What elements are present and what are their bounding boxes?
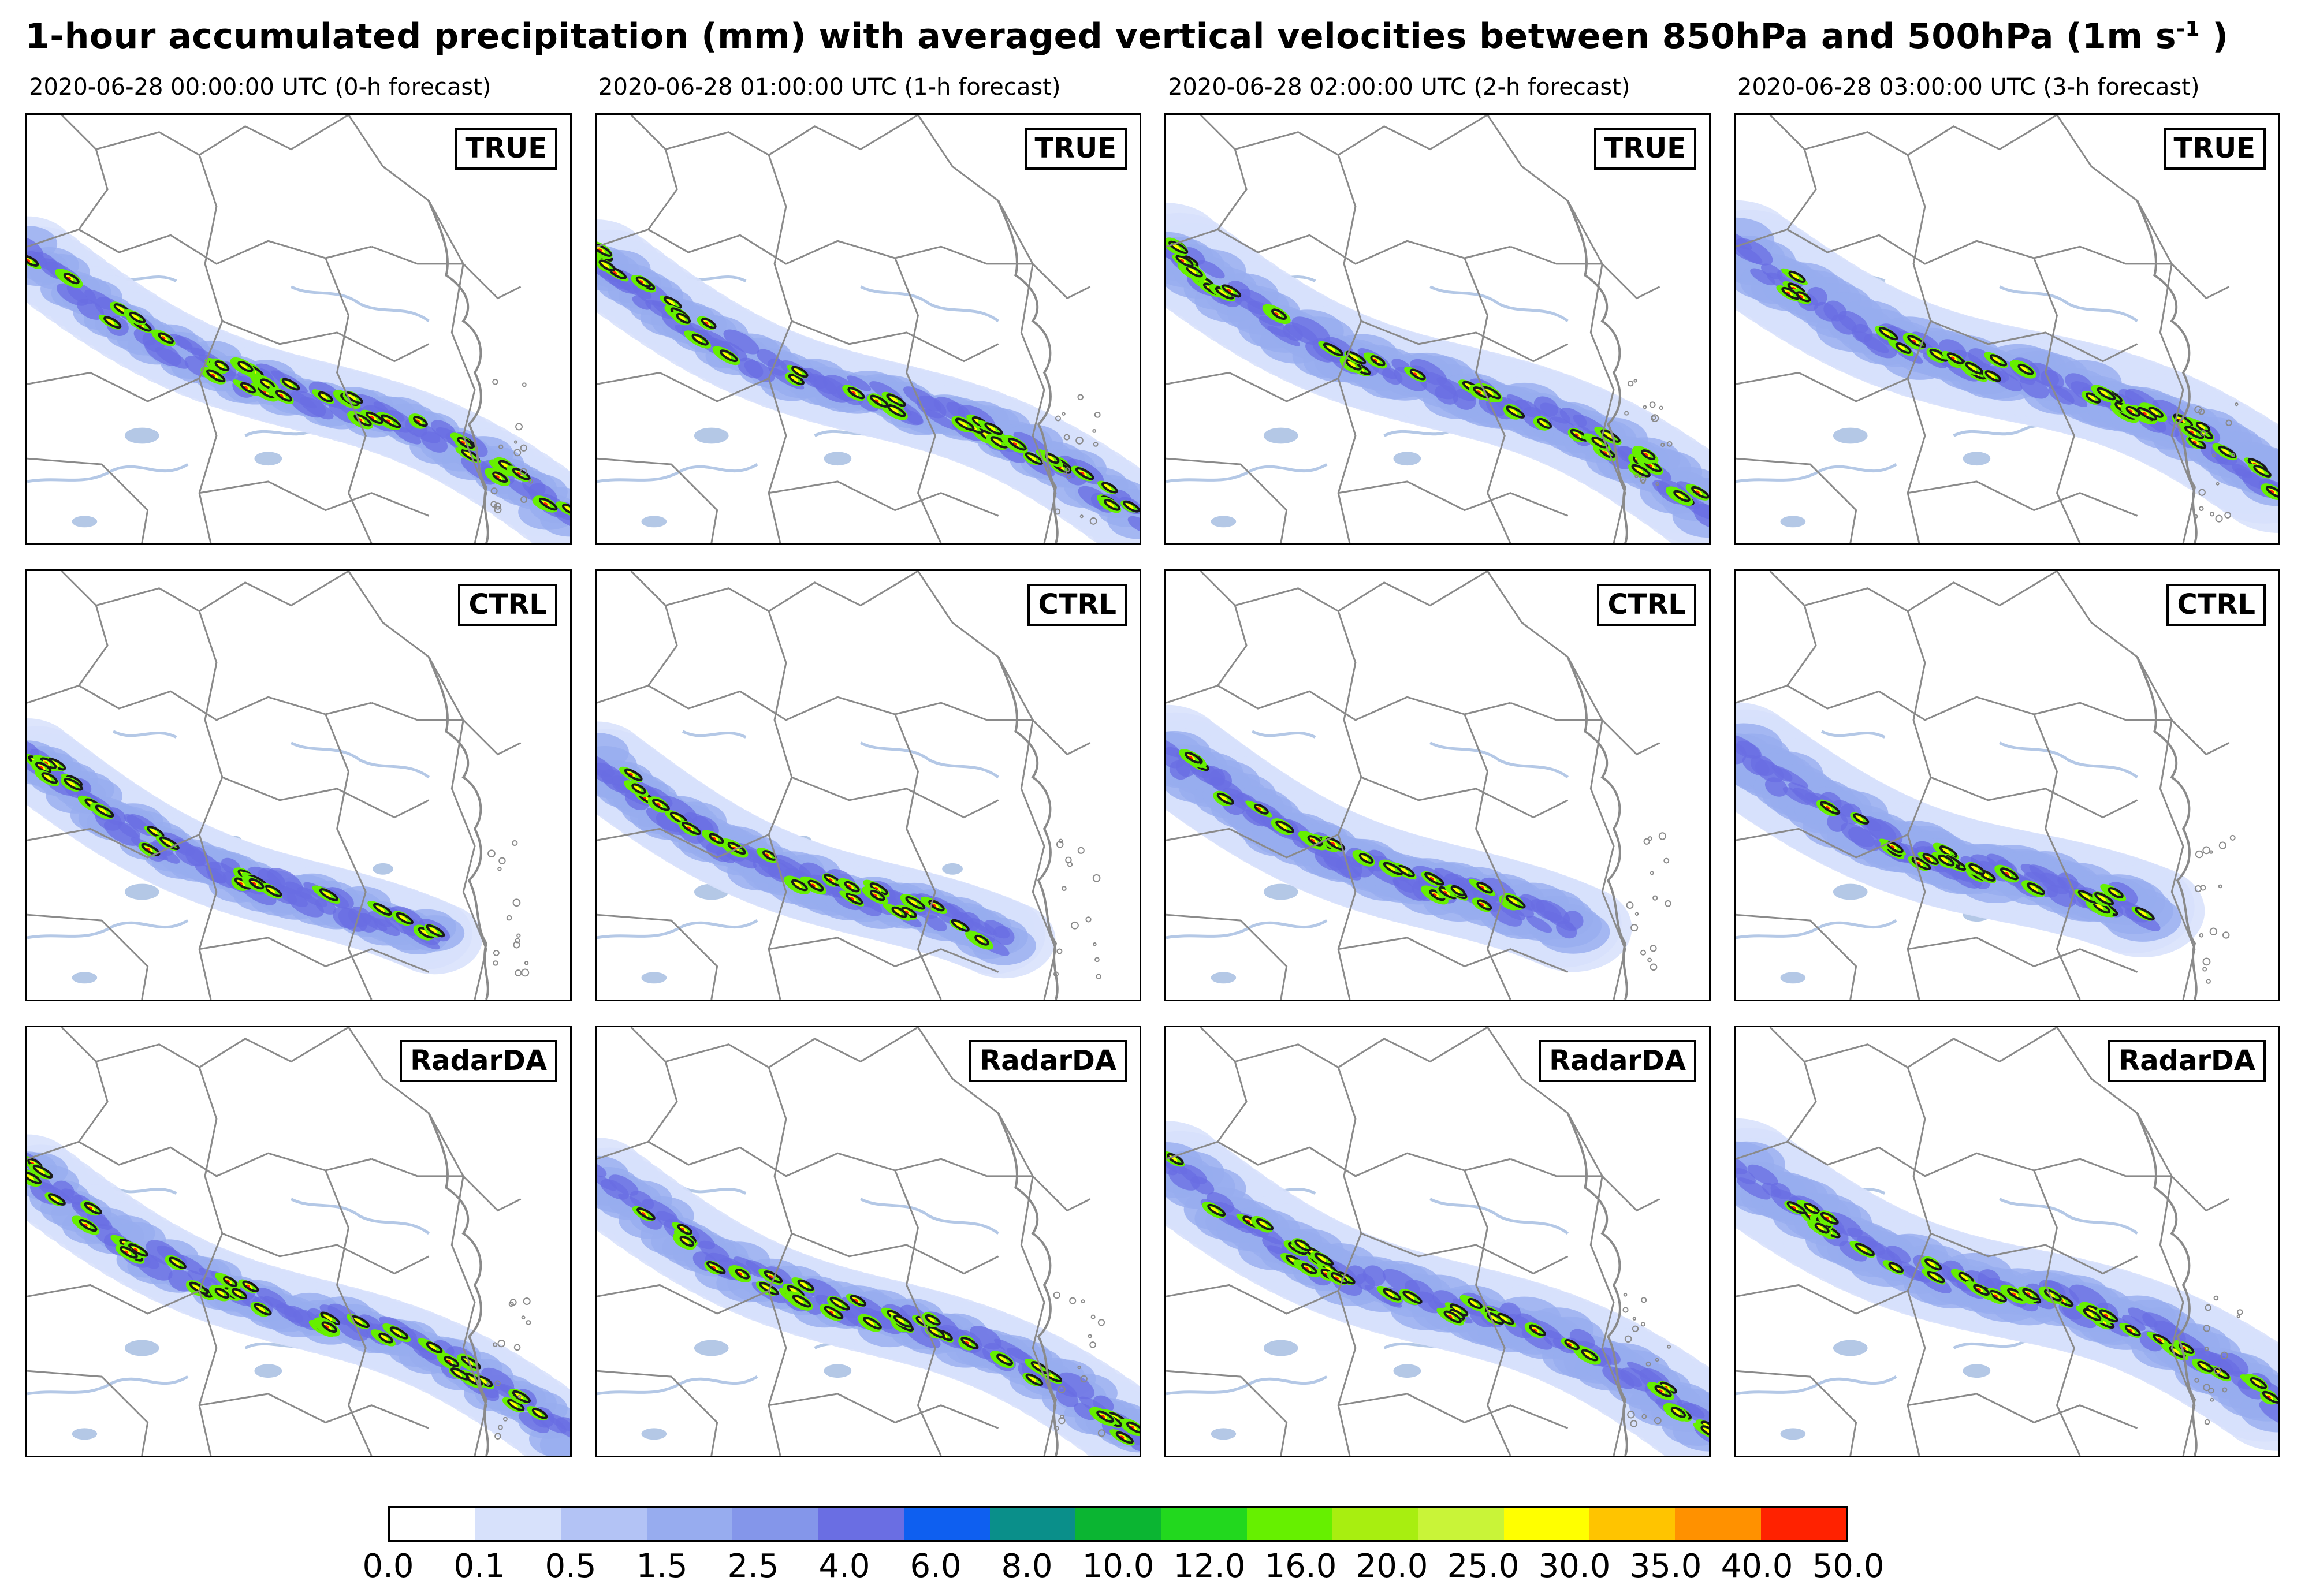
colorbar-segment <box>475 1508 561 1540</box>
precipitation-map <box>27 115 570 543</box>
row-tag-radarda: RadarDA <box>1539 1040 1696 1082</box>
precipitation-map <box>27 1027 570 1456</box>
map-panel-true-1h: TRUE <box>595 113 1141 545</box>
precipitation-map <box>1736 1027 2278 1456</box>
figure-title: 1-hour accumulated precipitation (mm) wi… <box>25 16 2229 57</box>
colorbar-tick-label: 0.0 <box>362 1547 414 1585</box>
colorbar-tick-label: 0.1 <box>453 1547 505 1585</box>
colorbar-segment <box>647 1508 733 1540</box>
column-label-2h: 2020-06-28 02:00:00 UTC (2-h forecast) <box>1168 74 1630 100</box>
column-label-1h: 2020-06-28 01:00:00 UTC (1-h forecast) <box>598 74 1061 100</box>
colorbar-tick-labels: 0.0 0.1 0.5 1.5 2.5 4.0 6.0 8.0 10.0 12.0 16.0 20.0… <box>0 1547 2301 1588</box>
colorbar-tick-label: 30.0 <box>1538 1547 1611 1585</box>
map-panel-true-2h: TRUE <box>1164 113 1711 545</box>
colorbar-tick-label: 50.0 <box>1812 1547 1885 1585</box>
colorbar-segment <box>1075 1508 1161 1540</box>
colorbar-tick-label: 2.5 <box>727 1547 779 1585</box>
colorbar-segment <box>561 1508 647 1540</box>
colorbar-segment <box>1161 1508 1247 1540</box>
colorbar-tick-label: 35.0 <box>1629 1547 1702 1585</box>
precipitation-map <box>1736 571 2236 1000</box>
row-tag-radarda: RadarDA <box>969 1040 1127 1082</box>
map-panel-ctrl-1h: CTRL <box>595 569 1141 1001</box>
precipitation-map <box>27 571 530 1000</box>
row-tag-true: TRUE <box>1593 128 1696 170</box>
map-panel-radarda-3h: RadarDA <box>1734 1026 2280 1457</box>
precipitation-map <box>597 571 1101 1000</box>
colorbar-tick-label: 1.5 <box>636 1547 688 1585</box>
colorbar-segment <box>1760 1508 1847 1540</box>
precipitation-colorbar <box>388 1506 1848 1542</box>
row-tag-true: TRUE <box>1024 128 1127 170</box>
colorbar-tick-label: 8.0 <box>1001 1547 1053 1585</box>
colorbar-tick-label: 20.0 <box>1356 1547 1428 1585</box>
row-tag-true: TRUE <box>2163 128 2266 170</box>
map-panel-true-3h: TRUE <box>1734 113 2280 545</box>
colorbar-segment <box>818 1508 904 1540</box>
colorbar-segment <box>390 1508 476 1540</box>
column-label-0h: 2020-06-28 00:00:00 UTC (0-h forecast) <box>29 74 492 100</box>
column-label-3h: 2020-06-28 03:00:00 UTC (3-h forecast) <box>1737 74 2200 100</box>
colorbar-tick-label: 40.0 <box>1721 1547 1793 1585</box>
colorbar-tick-label: 12.0 <box>1173 1547 1246 1585</box>
map-panel-true-0h: TRUE <box>25 113 572 545</box>
colorbar-segment <box>732 1508 818 1540</box>
map-panel-ctrl-3h: CTRL <box>1734 569 2280 1001</box>
map-panel-radarda-0h: RadarDA <box>25 1026 572 1457</box>
map-panel-ctrl-2h: CTRL <box>1164 569 1711 1001</box>
precipitation-map <box>1736 115 2278 543</box>
row-tag-true: TRUE <box>455 128 557 170</box>
colorbar-segment <box>1246 1508 1332 1540</box>
precipitation-map <box>597 1027 1140 1456</box>
precipitation-map <box>1166 115 1709 543</box>
row-tag-ctrl: CTRL <box>458 584 557 626</box>
map-panel-radarda-2h: RadarDA <box>1164 1026 1711 1457</box>
colorbar-tick-label: 4.0 <box>818 1547 870 1585</box>
colorbar-segment <box>1332 1508 1418 1540</box>
map-panel-radarda-1h: RadarDA <box>595 1026 1141 1457</box>
colorbar-segment <box>1503 1508 1590 1540</box>
colorbar-segment <box>1589 1508 1676 1540</box>
colorbar-segment <box>904 1508 990 1540</box>
colorbar-tick-label: 16.0 <box>1264 1547 1337 1585</box>
colorbar-segment <box>1418 1508 1504 1540</box>
map-panel-ctrl-0h: CTRL <box>25 569 572 1001</box>
precipitation-map <box>597 115 1140 543</box>
colorbar-tick-label: 6.0 <box>910 1547 962 1585</box>
row-tag-ctrl: CTRL <box>1027 584 1127 626</box>
colorbar-tick-label: 25.0 <box>1447 1547 1520 1585</box>
colorbar-segment <box>1675 1508 1761 1540</box>
colorbar-tick-label: 0.5 <box>545 1547 597 1585</box>
precipitation-map <box>1166 571 1671 1000</box>
row-tag-ctrl: CTRL <box>2166 584 2266 626</box>
colorbar-segment <box>989 1508 1075 1540</box>
row-tag-radarda: RadarDA <box>400 1040 557 1082</box>
row-tag-ctrl: CTRL <box>1597 584 1696 626</box>
precipitation-map <box>1166 1027 1709 1456</box>
colorbar-tick-label: 10.0 <box>1082 1547 1155 1585</box>
row-tag-radarda: RadarDA <box>2108 1040 2266 1082</box>
